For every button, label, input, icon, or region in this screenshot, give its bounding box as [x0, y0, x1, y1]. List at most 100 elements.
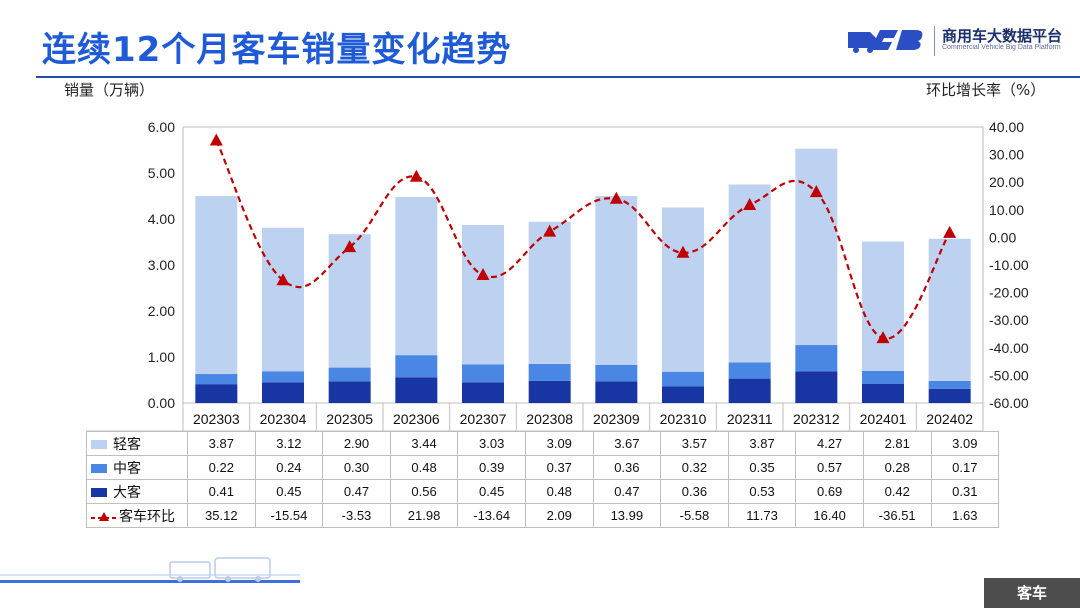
legend-line-marker-icon [91, 511, 117, 521]
bar-light-bus [928, 238, 971, 381]
growth-rate-point [276, 273, 290, 286]
logo-title: 商用车大数据平台 [942, 27, 1063, 45]
legend-swatch-heavy [91, 488, 107, 497]
left-tick-label: 6.00 [148, 119, 175, 135]
data-table: 轻客 3.87 3.12 2.90 3.44 3.03 3.09 3.67 3.57 3.87 4.… [86, 431, 1000, 528]
left-tick-label: 0.00 [148, 395, 175, 411]
bar-medium-bus [328, 367, 371, 382]
table-cell: 0.41 [187, 479, 256, 504]
legend-label: 大客 [86, 479, 188, 504]
category-label: 202305 [326, 411, 373, 427]
table-cell: 3.57 [660, 431, 729, 456]
growth-rate-point [943, 225, 957, 238]
bar-heavy-bus [862, 383, 904, 403]
category-label: 202307 [460, 411, 507, 427]
table-cell: 0.56 [389, 479, 459, 504]
bar-light-bus [328, 234, 371, 368]
table-cell: 0.39 [457, 455, 526, 480]
logo-divider [934, 26, 935, 56]
bar-light-bus [662, 207, 704, 372]
series-name: 中客 [113, 460, 141, 477]
bar-medium-bus [662, 371, 704, 387]
bar-heavy-bus [395, 377, 438, 403]
table-cell: 0.42 [862, 479, 932, 504]
stacked-bar-line-chart: 0.00 1.00 2.00 3.00 4.00 5.00 6.00 -60.00 -50.00… [86, 119, 1029, 431]
bar-medium-bus [595, 364, 638, 382]
table-cell: 0.37 [524, 455, 594, 480]
right-axis-title: 环比增长率（%） [926, 81, 1046, 99]
growth-rate-point [543, 224, 557, 237]
table-cell: 0.36 [592, 455, 662, 480]
table-cell: 0.48 [524, 479, 594, 504]
table-row: 大客 0.41 0.45 0.47 0.56 0.45 0.48 0.47 0.36 0.53 0.… [86, 479, 1000, 504]
bar-medium-bus [728, 362, 771, 379]
right-tick-label: -10.00 [989, 257, 1029, 273]
left-tick-label: 3.00 [148, 257, 175, 273]
table-row: 中客 0.22 0.24 0.30 0.48 0.39 0.37 0.36 0.32 0.35 0.… [86, 455, 1000, 480]
bar-heavy-bus [662, 386, 704, 403]
category-label: 202308 [526, 411, 573, 427]
left-tick-label: 4.00 [148, 211, 175, 227]
right-tick-label: -60.00 [989, 395, 1029, 411]
table-cell: -5.58 [660, 503, 729, 528]
table-row: 客车环比 35.12 -15.54 -3.53 21.98 -13.64 2.09 13.99… [86, 503, 1000, 528]
bar-heavy-bus [728, 378, 771, 403]
category-label: 202303 [193, 411, 240, 427]
growth-rate-point [409, 169, 423, 182]
growth-rate-line [215, 139, 951, 340]
bar-light-bus [528, 221, 571, 364]
table-cell: 3.12 [254, 431, 324, 456]
table-cell: 3.87 [187, 431, 256, 456]
category-tag: 客车 [984, 578, 1080, 608]
left-axis-title: 销量（万辆） [64, 81, 155, 99]
platform-logo: 商用车大数据平台 Commercial Vehicle Big Data Pla… [846, 24, 1080, 60]
table-cell: 11.73 [727, 503, 797, 528]
right-tick-label: -50.00 [989, 367, 1029, 383]
category-label: 202312 [793, 411, 840, 427]
title-divider [36, 76, 1080, 78]
bar-medium-bus [195, 374, 238, 385]
category-label: 202304 [260, 411, 307, 427]
truck-logo-icon [848, 30, 923, 53]
bar-light-bus [462, 224, 504, 365]
table-cell: 2.09 [524, 503, 594, 528]
legend-label: 轻客 [86, 431, 188, 456]
growth-rate-point [743, 198, 757, 211]
right-tick-label: -40.00 [989, 340, 1029, 356]
legend-swatch-medium [91, 464, 107, 473]
right-tick-label: 30.00 [989, 147, 1024, 163]
bar-medium-bus [462, 364, 504, 383]
table-cell: -36.51 [862, 503, 932, 528]
bar-light-bus [795, 148, 838, 346]
bar-medium-bus [262, 371, 304, 383]
bar-medium-bus [795, 345, 838, 372]
category-label: 202309 [593, 411, 640, 427]
table-cell: 0.47 [592, 479, 662, 504]
table-cell: 2.81 [862, 431, 932, 456]
table-cell: -15.54 [254, 503, 324, 528]
table-cell: 0.30 [322, 455, 391, 480]
growth-rate-point [609, 191, 623, 204]
table-cell: 13.99 [592, 503, 662, 528]
table-cell: 0.48 [389, 455, 459, 480]
table-row: 轻客 3.87 3.12 2.90 3.44 3.03 3.09 3.67 3.57 3.87 4.… [86, 431, 1000, 456]
table-cell: 0.57 [795, 455, 864, 480]
table-cell: 0.47 [322, 479, 391, 504]
table-cell: 0.53 [727, 479, 797, 504]
bar-heavy-bus [262, 382, 304, 403]
table-cell: 0.32 [660, 455, 729, 480]
bar-medium-bus [928, 380, 971, 389]
category-label: 202306 [393, 411, 440, 427]
legend-swatch-light [91, 440, 107, 449]
table-cell: 35.12 [187, 503, 256, 528]
right-tick-label: 10.00 [989, 202, 1024, 218]
growth-rate-point [476, 268, 490, 281]
right-tick-label: 40.00 [989, 119, 1024, 135]
table-cell: 0.28 [862, 455, 932, 480]
page-title: 连续12个月客车销量变化趋势 [42, 30, 512, 70]
table-cell: 16.40 [795, 503, 864, 528]
table-cell: 0.24 [254, 455, 324, 480]
growth-rate-point [343, 240, 357, 253]
table-cell: 3.44 [389, 431, 459, 456]
table-cell: 3.03 [457, 431, 526, 456]
